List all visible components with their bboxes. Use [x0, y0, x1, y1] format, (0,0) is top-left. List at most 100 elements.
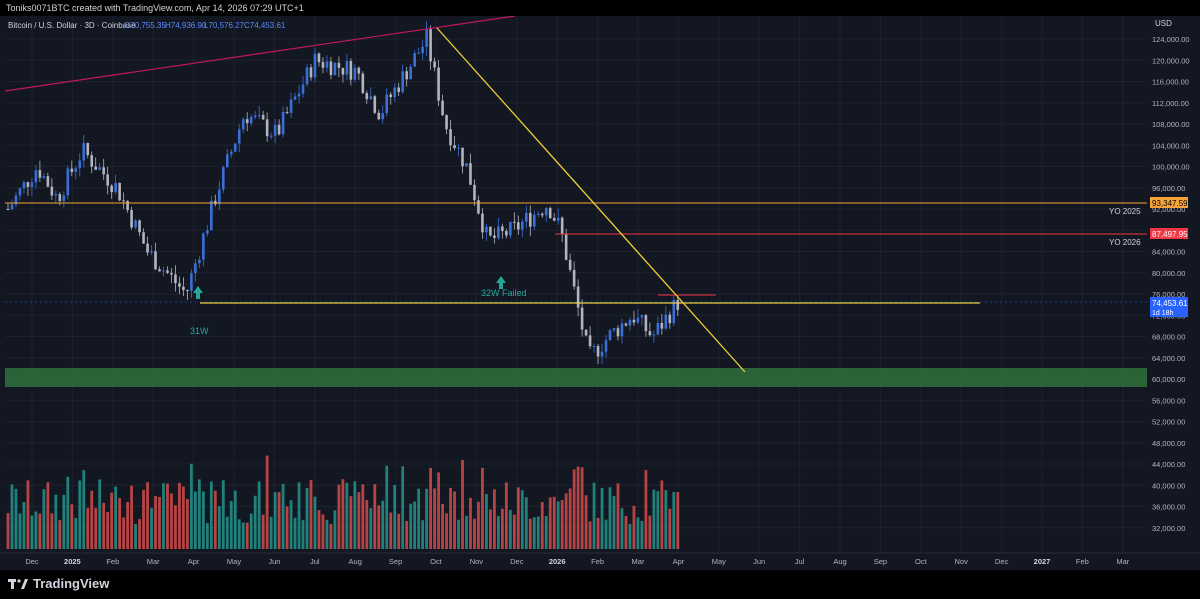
yo2026-tag: [1150, 228, 1188, 239]
candle-body: [441, 100, 444, 116]
volume-bar: [301, 520, 305, 549]
candle-body: [493, 235, 496, 238]
volume-bar: [564, 493, 568, 549]
time-tick-label: Aug: [349, 557, 362, 566]
chart-frame[interactable]: Bitcoin / U.S. Dollar · 3D · Coinbase O7…: [0, 16, 1200, 570]
candle-body: [174, 274, 177, 284]
candle-body: [42, 176, 46, 178]
volume-bar: [389, 512, 393, 549]
yo2025-tag-value: 93,347.59: [1152, 199, 1188, 208]
volume-bar: [489, 509, 492, 549]
volume-bar: [433, 488, 436, 549]
volume-bar: [417, 488, 421, 549]
price-tick-label: 64,000.00: [1152, 354, 1185, 363]
candle-body: [162, 270, 165, 272]
volume-bar: [640, 520, 644, 549]
candle-body: [277, 124, 281, 135]
volume-bar: [10, 484, 14, 549]
candle-body: [78, 160, 82, 169]
time-tick-label: 2026: [549, 557, 566, 566]
candle-body: [345, 61, 349, 75]
volume-bar: [309, 480, 313, 549]
volume-bar: [660, 480, 664, 549]
candle-body: [528, 212, 532, 227]
volume-bar: [636, 517, 640, 549]
tradingview-logo-icon: [8, 578, 28, 589]
volume-bar: [584, 495, 588, 549]
candle-body: [317, 53, 321, 63]
candle-body: [521, 221, 524, 230]
volume-bar: [158, 496, 161, 549]
volume-bar: [90, 490, 94, 549]
yo2026-tag-value: 87,497.95: [1152, 230, 1188, 239]
volume-bar: [548, 497, 552, 549]
volume-bar: [261, 514, 265, 549]
time-tick-label: Nov: [470, 557, 484, 566]
candle-body: [405, 71, 408, 80]
volume-bar: [6, 513, 10, 549]
volume-bar: [516, 487, 520, 549]
volume-bar: [457, 519, 460, 549]
candle-body: [457, 147, 460, 149]
candle-body: [229, 151, 233, 155]
volume-bar: [656, 491, 660, 549]
price-tick-label: 116,000.00: [1152, 78, 1189, 87]
price-tick-label: 80,000.00: [1152, 269, 1185, 278]
candle-body: [628, 319, 632, 326]
time-axis[interactable]: Dec 2025 Feb Mar Apr May Jun Jul Aug Sep Oct Nov Dec…: [25, 557, 1129, 566]
candle-body: [453, 145, 456, 149]
time-tick-label: 2027: [1034, 557, 1051, 566]
candle-body: [70, 168, 74, 172]
candle-body: [584, 329, 588, 336]
price-tick-label: 112,000.00: [1152, 99, 1189, 108]
candle-body: [102, 167, 105, 175]
volume-bar: [445, 513, 448, 549]
candle-body: [202, 233, 205, 260]
candle-body: [325, 61, 329, 68]
volume-bar: [592, 482, 596, 549]
chart-canvas[interactable]: Bitcoin / U.S. Dollar · 3D · Coinbase O7…: [0, 16, 1200, 570]
price-axis[interactable]: [1147, 16, 1200, 554]
volume-bar: [528, 518, 532, 549]
candle-body: [10, 204, 14, 210]
candle-body: [572, 269, 576, 287]
candle-body: [660, 322, 664, 329]
volume-bar: [273, 492, 277, 549]
tradingview-brand[interactable]: TradingView: [8, 576, 109, 591]
last-price-countdown: 1d 18h: [1152, 310, 1174, 317]
volume-bar: [461, 459, 464, 549]
candle-body: [94, 166, 98, 170]
candle-body: [198, 259, 201, 264]
volume-bar: [62, 494, 66, 549]
candle-body: [233, 143, 237, 152]
volume-bar: [237, 519, 241, 549]
candle-body: [640, 315, 644, 318]
candle-body: [632, 319, 636, 323]
candle-body: [110, 185, 113, 193]
candle-body: [509, 221, 512, 236]
volume-bar: [441, 503, 444, 549]
time-tick-label: Apr: [673, 557, 685, 566]
candle-body: [166, 270, 169, 273]
candle-body: [540, 213, 544, 216]
yo2025-label: YO 2025: [1109, 207, 1141, 216]
candle-body: [221, 167, 225, 190]
time-tick-label: Feb: [1076, 557, 1089, 566]
candle-body: [608, 330, 612, 340]
legend-symbol: Bitcoin / U.S. Dollar · 3D · Coinbase: [8, 21, 136, 30]
volume-bar: [130, 485, 133, 549]
candle-body: [357, 67, 361, 74]
candle-body: [138, 220, 141, 233]
volume-bar: [189, 463, 193, 549]
volume-bar: [413, 501, 417, 549]
candle-body: [433, 61, 436, 68]
candle-body: [544, 208, 548, 216]
candle-body: [429, 29, 432, 62]
legend-low: L70,576.27: [204, 21, 245, 30]
volume-bar: [512, 514, 516, 549]
candle-body: [194, 263, 197, 274]
candle-body: [497, 226, 500, 238]
candle-body: [305, 67, 309, 85]
volume-bar: [596, 517, 600, 549]
volume-bar: [46, 482, 50, 549]
